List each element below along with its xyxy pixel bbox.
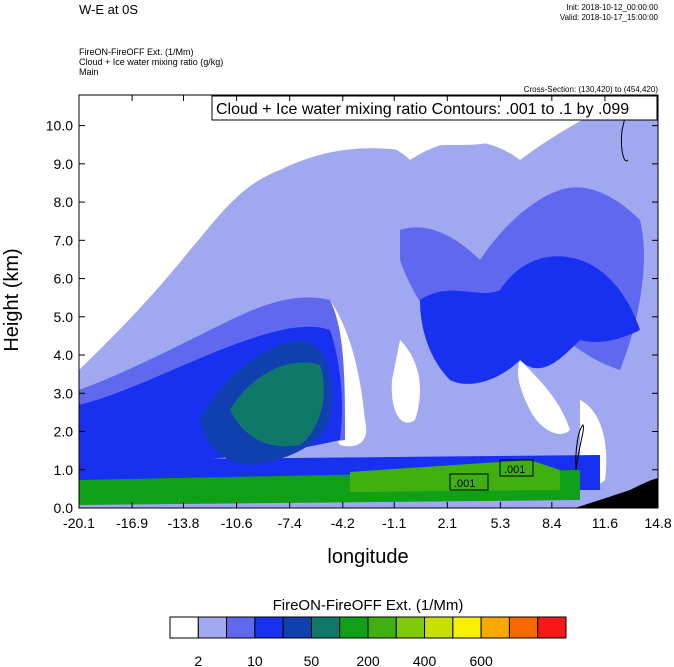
colorbar-swatch [395, 616, 426, 639]
y-tick-label: 6.0 [54, 271, 74, 287]
x-tick-label: -20.1 [63, 515, 95, 531]
contour-title-box [211, 95, 658, 121]
plot-left-title: W-E at 0S [79, 2, 139, 17]
x-tick-label: 11.6 [592, 515, 618, 531]
contour-label-2: .001 [504, 464, 525, 476]
subtitle-line-1: FireON-FireOFF Ext. (1/Mm) [79, 47, 194, 57]
colorbar-swatch [310, 616, 341, 639]
colorbar-swatch [508, 616, 539, 639]
field-region-green-2 [350, 460, 560, 492]
y-tick-label: 7.0 [54, 232, 74, 248]
colorbar-label: 2 [194, 653, 202, 667]
y-tick-label: 8.0 [54, 194, 74, 210]
colorbar-swatch [169, 616, 199, 639]
x-tick-label: -7.4 [278, 515, 302, 531]
x-axis: -20.1 -16.9 -13.8 -10.6 -7.4 -4.2 -1.1 2.1 5.3 8.… [63, 95, 672, 531]
colorbar-label: 50 [304, 653, 320, 667]
y-tick-label: 3.0 [54, 385, 74, 401]
colorbar: 2 10 50 200 400 600 [169, 616, 567, 667]
y-axis: 0.0 1.0 2.0 3.0 4.0 5.0 6.0 7.0 8.0 9.0 10.0 [46, 118, 658, 516]
init-time: Init: 2018-10-12_00:00:00 [566, 3, 658, 12]
contour-line-2 [499, 459, 534, 477]
x-tick-label: 2.1 [438, 515, 458, 531]
field-region-strong-2 [420, 256, 640, 384]
colorbar-swatch [452, 616, 482, 639]
colorbar-swatch [367, 616, 397, 639]
colorbar-swatch [339, 616, 369, 639]
colorbar-swatch [480, 616, 510, 639]
y-tick-label: 2.0 [54, 424, 74, 440]
colorbar-label: 600 [469, 653, 493, 667]
y-axis-label: Height (km) [1, 248, 23, 351]
cross-section-label: Cross-Section: (130,420) to (454,420) [523, 85, 658, 94]
colorbar-swatch [537, 616, 567, 639]
x-tick-label: 8.4 [542, 515, 562, 531]
x-tick-label: -16.9 [116, 515, 148, 531]
x-tick-label: -1.1 [382, 515, 406, 531]
shaded-field: .001 .001 [79, 95, 658, 508]
x-tick-label: 14.8 [644, 515, 671, 531]
contour-title: Cloud + Ice water mixing ratio Contours:… [216, 101, 629, 118]
x-tick-label: 5.3 [491, 515, 511, 531]
colorbar-swatch [226, 616, 256, 639]
subtitle-block: FireON-FireOFF Ext. (1/Mm) Cloud + Ice w… [79, 47, 223, 77]
field-gap-white-1 [79, 95, 630, 360]
x-tick-label: -13.8 [168, 515, 200, 531]
y-tick-label: 0.0 [54, 500, 74, 516]
field-gap-white-4 [518, 360, 570, 434]
colorbar-label: 400 [413, 653, 437, 667]
contour-line-3 [575, 424, 584, 471]
colorbar-label: 10 [247, 653, 263, 667]
colorbar-swatch [282, 616, 312, 639]
x-tick-label: -10.6 [221, 515, 253, 531]
colorbar-title: FireON-FireOFF Ext. (1/Mm) [273, 597, 464, 614]
y-tick-label: 10.0 [46, 118, 73, 134]
plot-frame [78, 94, 659, 509]
y-tick-label: 5.0 [54, 309, 74, 325]
y-tick-label: 4.0 [54, 347, 74, 363]
colorbar-label: 200 [356, 653, 380, 667]
contour-line-1 [449, 473, 489, 491]
terrain [575, 478, 658, 508]
field-gap-white-3 [391, 340, 420, 423]
colorbar-swatch [254, 616, 284, 639]
x-axis-label: longitude [327, 546, 408, 568]
subtitle-line-3: Main [79, 67, 99, 77]
subtitle-line-2: Cloud + Ice water mixing ratio (g/kg) [79, 57, 224, 67]
colorbar-swatch [424, 616, 454, 639]
init-valid-times: Init: 2018-10-12_00:00:00 Valid: 2018-10… [560, 3, 658, 23]
y-tick-label: 1.0 [54, 462, 74, 478]
y-tick-label: 9.0 [54, 156, 74, 172]
colorbar-swatch [197, 616, 228, 639]
x-tick-label: -4.2 [331, 515, 355, 531]
valid-time: Valid: 2018-10-17_15:00:00 [559, 13, 658, 22]
field-region-teal [230, 362, 324, 447]
contour-label-1: .001 [454, 478, 475, 490]
